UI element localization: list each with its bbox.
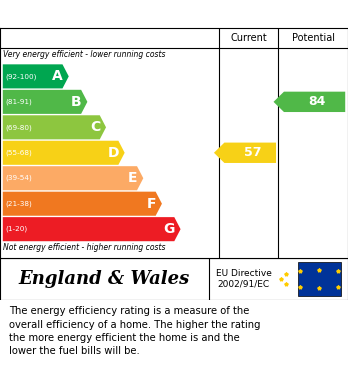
Text: Energy Efficiency Rating: Energy Efficiency Rating [63, 7, 285, 22]
Text: The energy efficiency rating is a measure of the
overall efficiency of a home. T: The energy efficiency rating is a measur… [9, 307, 260, 356]
Text: (21-38): (21-38) [5, 201, 32, 207]
Text: (39-54): (39-54) [5, 175, 32, 181]
Polygon shape [3, 115, 106, 139]
Polygon shape [3, 166, 143, 190]
Text: (55-68): (55-68) [5, 149, 32, 156]
Polygon shape [3, 90, 87, 114]
Text: B: B [71, 95, 82, 109]
Polygon shape [3, 217, 181, 241]
Text: A: A [53, 69, 63, 83]
Text: Current: Current [230, 33, 267, 43]
Polygon shape [214, 143, 276, 163]
Text: EU Directive
2002/91/EC: EU Directive 2002/91/EC [216, 269, 271, 289]
Text: Not energy efficient - higher running costs: Not energy efficient - higher running co… [3, 243, 166, 252]
FancyBboxPatch shape [298, 262, 341, 296]
Polygon shape [3, 141, 125, 165]
Text: Potential: Potential [292, 33, 335, 43]
Text: E: E [128, 171, 138, 185]
Text: England & Wales: England & Wales [19, 270, 190, 288]
Text: G: G [164, 222, 175, 236]
Text: 84: 84 [308, 95, 325, 108]
Text: (81-91): (81-91) [5, 99, 32, 105]
Text: C: C [90, 120, 101, 135]
Polygon shape [3, 192, 162, 216]
Text: (92-100): (92-100) [5, 73, 37, 80]
Polygon shape [3, 65, 69, 88]
Text: (69-80): (69-80) [5, 124, 32, 131]
Text: Very energy efficient - lower running costs: Very energy efficient - lower running co… [3, 50, 166, 59]
Polygon shape [274, 91, 345, 112]
Text: (1-20): (1-20) [5, 226, 27, 232]
Text: F: F [147, 197, 156, 211]
Text: D: D [108, 146, 119, 160]
Text: 57: 57 [244, 146, 261, 159]
